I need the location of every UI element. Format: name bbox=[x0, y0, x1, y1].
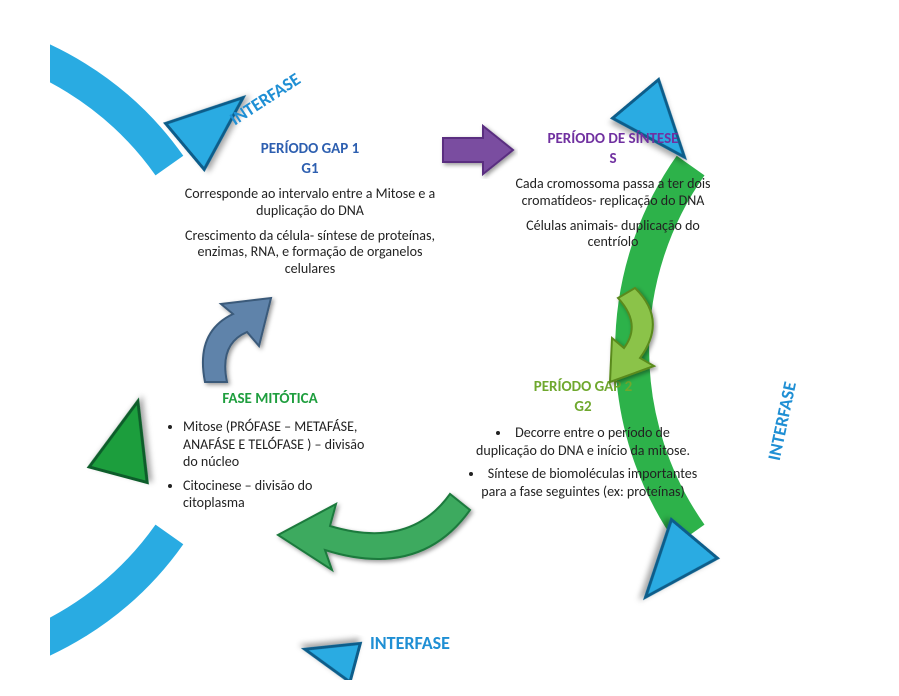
g1-sub: G1 bbox=[180, 160, 440, 178]
block-g1: PERÍODO GAP 1 G1 Corresponde ao interval… bbox=[180, 140, 440, 286]
arrow-s-to-g2 bbox=[570, 280, 680, 390]
block-g2: PERÍODO GAP 2 G2 Decorre entre o período… bbox=[468, 378, 698, 506]
g1-title: PERÍODO GAP 1 bbox=[180, 140, 440, 158]
g2-sub: G2 bbox=[468, 398, 698, 416]
arrow-g2-to-m bbox=[270, 490, 490, 610]
s-sub: S bbox=[508, 150, 718, 168]
mitotic-b1: Mitose (PRÓFASE – METAFÁSE, ANAFÁSE E TE… bbox=[183, 418, 375, 471]
cycle-diagram: INTERFASE INTERFASE INTERFASE PERÍODO GA… bbox=[50, 20, 810, 680]
mitotic-title: FASE MITÓTICA bbox=[165, 390, 375, 408]
g2-body2: Síntese de biomoléculas importantes para… bbox=[468, 465, 698, 500]
ring-label-bottom: INTERFASE bbox=[370, 632, 450, 654]
g1-body1: Corresponde ao intervalo entre a Mitose … bbox=[180, 186, 440, 220]
block-s: PERÍODO DE SÍNTESE S Cada cromossoma pas… bbox=[508, 130, 718, 259]
s-body2: Células animais- duplicação do centríolo bbox=[508, 218, 718, 252]
s-body1: Cada cromossoma passa a ter dois cromatí… bbox=[508, 176, 718, 210]
arrow-m-to-g1 bbox=[185, 292, 285, 392]
g2-body1: Decorre entre o período de duplicação do… bbox=[468, 424, 698, 459]
arrow-g1-to-s bbox=[438, 120, 518, 180]
g1-body2: Crescimento da célula- síntese de proteí… bbox=[180, 228, 440, 278]
s-title: PERÍODO DE SÍNTESE bbox=[508, 130, 718, 148]
